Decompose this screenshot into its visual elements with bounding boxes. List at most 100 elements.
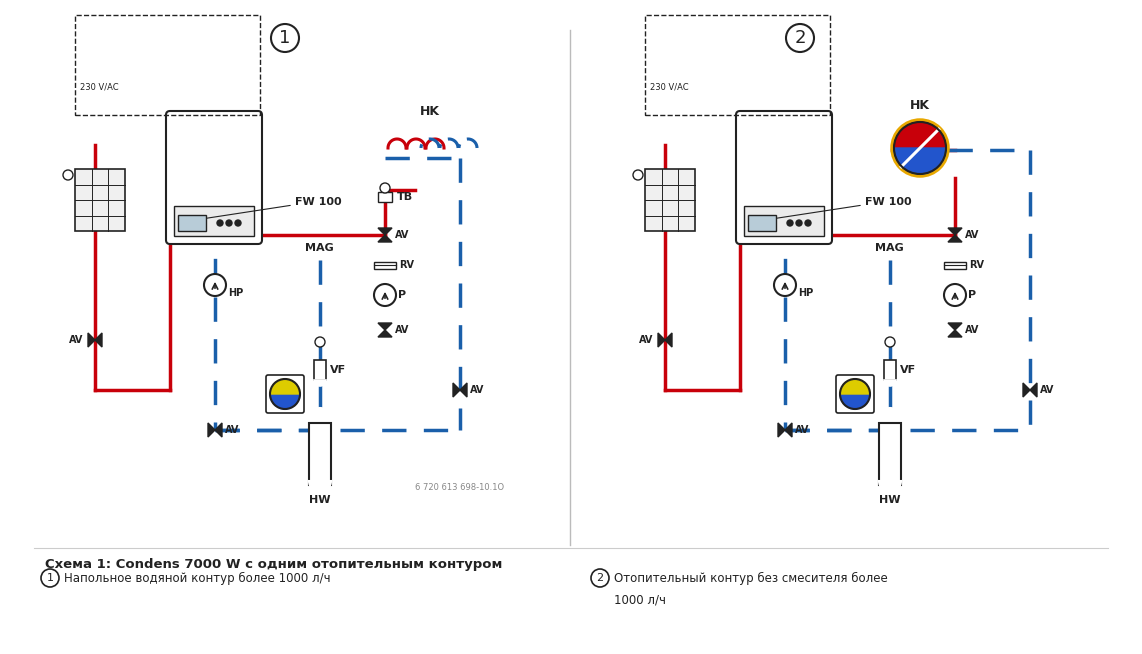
Wedge shape	[309, 481, 331, 492]
Bar	[378, 192, 392, 202]
Circle shape	[633, 170, 643, 180]
Circle shape	[315, 337, 325, 347]
Text: RV: RV	[399, 260, 415, 270]
Bar	[174, 206, 254, 236]
Text: 230 V/AC: 230 V/AC	[80, 82, 119, 91]
Wedge shape	[270, 394, 300, 409]
FancyBboxPatch shape	[836, 375, 874, 413]
Text: Напольное водяной контур более 1000 л/ч: Напольное водяной контур более 1000 л/ч	[64, 572, 331, 585]
Text: AV: AV	[69, 335, 83, 345]
Circle shape	[885, 337, 895, 347]
Wedge shape	[309, 408, 331, 419]
Text: 2: 2	[596, 573, 604, 583]
Text: FW 100: FW 100	[864, 197, 911, 207]
Polygon shape	[215, 423, 222, 437]
Polygon shape	[948, 228, 962, 235]
Text: 6 720 613 698-10.1O: 6 720 613 698-10.1O	[416, 483, 505, 492]
Circle shape	[796, 220, 802, 226]
Polygon shape	[785, 423, 793, 437]
Text: P: P	[968, 290, 976, 300]
Circle shape	[786, 24, 814, 52]
Polygon shape	[778, 423, 785, 437]
Text: AV: AV	[471, 385, 484, 395]
FancyBboxPatch shape	[166, 111, 262, 244]
Polygon shape	[95, 333, 102, 347]
Bar	[884, 360, 896, 380]
Text: AV: AV	[1040, 385, 1054, 395]
Text: HK: HK	[420, 105, 440, 118]
Circle shape	[235, 220, 241, 226]
Polygon shape	[453, 383, 460, 397]
Bar	[178, 215, 206, 231]
Bar	[879, 423, 901, 485]
Wedge shape	[879, 481, 901, 492]
Polygon shape	[665, 333, 671, 347]
Circle shape	[271, 24, 299, 52]
Text: AV: AV	[965, 230, 980, 240]
Text: MAG: MAG	[305, 243, 333, 253]
Wedge shape	[841, 394, 870, 409]
Text: AV: AV	[795, 425, 810, 435]
Text: HK: HK	[910, 99, 930, 112]
Circle shape	[204, 274, 226, 296]
Circle shape	[41, 569, 59, 587]
Bar	[748, 215, 777, 231]
Wedge shape	[884, 380, 896, 386]
Wedge shape	[894, 148, 946, 174]
Text: AV: AV	[638, 335, 653, 345]
Polygon shape	[208, 423, 215, 437]
Polygon shape	[948, 330, 962, 337]
Wedge shape	[879, 408, 901, 419]
Circle shape	[373, 284, 396, 306]
Polygon shape	[658, 333, 665, 347]
Text: VF: VF	[330, 365, 346, 375]
Text: HP: HP	[228, 288, 243, 298]
Circle shape	[787, 220, 793, 226]
Polygon shape	[460, 383, 467, 397]
Circle shape	[592, 569, 609, 587]
Circle shape	[380, 183, 391, 193]
Polygon shape	[378, 235, 392, 242]
Text: 1000 л/ч: 1000 л/ч	[614, 593, 666, 606]
Circle shape	[805, 220, 811, 226]
Text: RV: RV	[970, 260, 984, 270]
Polygon shape	[948, 323, 962, 330]
Text: AV: AV	[225, 425, 240, 435]
Circle shape	[774, 274, 796, 296]
Text: HW: HW	[309, 495, 331, 505]
Polygon shape	[378, 228, 392, 235]
Bar	[75, 15, 260, 115]
Polygon shape	[1023, 383, 1030, 397]
Wedge shape	[314, 380, 325, 386]
Text: HW: HW	[879, 495, 901, 505]
Bar	[944, 262, 966, 269]
Bar	[645, 15, 830, 115]
Circle shape	[63, 170, 73, 180]
Text: AV: AV	[965, 325, 980, 335]
Text: Отопительный контур без смесителя более: Отопительный контур без смесителя более	[614, 572, 887, 585]
Polygon shape	[378, 323, 392, 330]
Text: AV: AV	[395, 230, 409, 240]
Polygon shape	[378, 330, 392, 337]
Wedge shape	[894, 122, 946, 148]
Text: AV: AV	[395, 325, 409, 335]
Circle shape	[944, 284, 966, 306]
Bar	[645, 169, 695, 231]
Text: VF: VF	[900, 365, 916, 375]
Text: TB: TB	[397, 192, 413, 202]
Wedge shape	[270, 379, 300, 394]
Text: MAG: MAG	[875, 243, 903, 253]
Bar	[743, 206, 825, 236]
FancyBboxPatch shape	[266, 375, 304, 413]
Polygon shape	[948, 235, 962, 242]
Text: 2: 2	[794, 29, 806, 47]
Bar	[309, 423, 331, 485]
Text: HP: HP	[798, 288, 813, 298]
Bar	[373, 262, 396, 269]
Text: 230 V/AC: 230 V/AC	[650, 82, 689, 91]
Circle shape	[226, 220, 232, 226]
Text: FW 100: FW 100	[295, 197, 341, 207]
Text: 1: 1	[47, 573, 54, 583]
Wedge shape	[841, 379, 870, 394]
Polygon shape	[88, 333, 95, 347]
